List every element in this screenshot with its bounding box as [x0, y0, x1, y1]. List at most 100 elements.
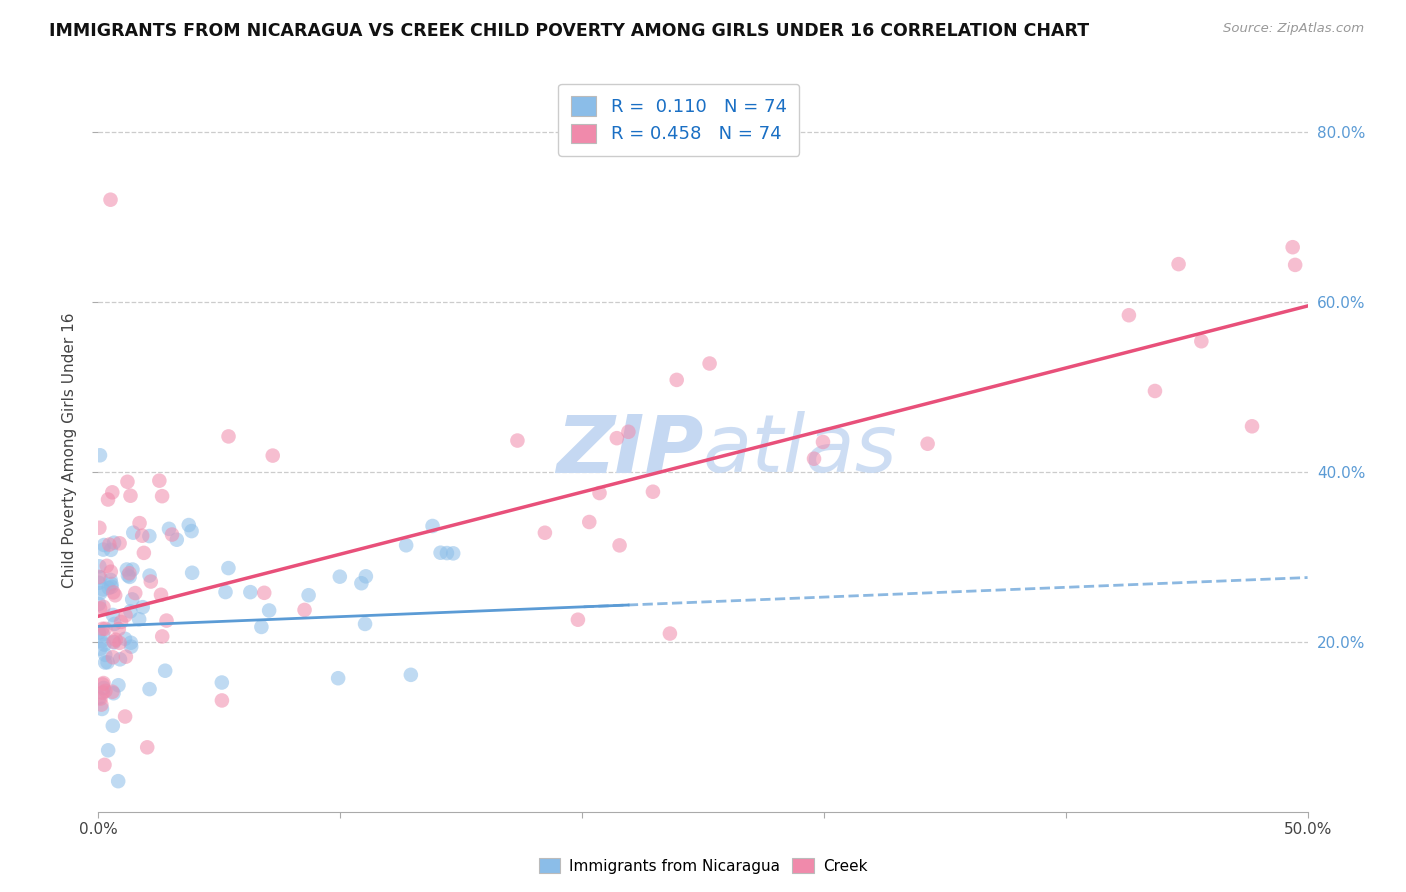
Point — [101, 607, 124, 622]
Point — [93, 676, 115, 690]
Point — [506, 434, 529, 448]
Point — [441, 546, 464, 560]
Point — [217, 561, 239, 575]
Point — [329, 569, 352, 583]
Point — [354, 616, 377, 631]
Point — [354, 569, 377, 583]
Point — [93, 681, 115, 695]
Point — [297, 588, 319, 602]
Point — [211, 675, 233, 690]
Point — [131, 600, 153, 615]
Point — [94, 648, 117, 662]
Point — [93, 538, 115, 552]
Point — [139, 574, 162, 589]
Point — [91, 677, 114, 691]
Point — [211, 693, 233, 707]
Point — [150, 629, 173, 643]
Point — [118, 570, 141, 584]
Point — [87, 625, 110, 640]
Point — [87, 575, 110, 590]
Legend: R =  0.110   N = 74, R = 0.458   N = 74: R = 0.110 N = 74, R = 0.458 N = 74 — [558, 84, 800, 156]
Point — [120, 604, 142, 618]
Point — [326, 671, 349, 685]
Point — [97, 743, 120, 757]
Point — [91, 622, 114, 636]
Point — [395, 538, 418, 552]
Point — [218, 429, 240, 443]
Point — [91, 542, 114, 557]
Point — [100, 580, 122, 594]
Point — [101, 685, 124, 699]
Point — [89, 521, 111, 535]
Point — [93, 599, 115, 614]
Point — [567, 613, 589, 627]
Point — [87, 570, 110, 584]
Point — [103, 634, 125, 648]
Point — [100, 565, 122, 579]
Point — [114, 709, 136, 723]
Point — [122, 525, 145, 540]
Point — [103, 686, 125, 700]
Point — [120, 489, 142, 503]
Point — [160, 527, 183, 541]
Point — [136, 740, 159, 755]
Point — [98, 538, 121, 552]
Point — [153, 664, 176, 678]
Point — [811, 434, 834, 449]
Point — [128, 516, 150, 530]
Point — [699, 357, 721, 371]
Point — [917, 436, 939, 450]
Point — [97, 581, 120, 595]
Point — [93, 638, 115, 652]
Point — [138, 682, 160, 697]
Point — [1240, 419, 1263, 434]
Point — [665, 373, 688, 387]
Point — [422, 519, 444, 533]
Point — [101, 650, 124, 665]
Point — [101, 719, 124, 733]
Point — [89, 690, 111, 705]
Point — [181, 566, 204, 580]
Point — [89, 448, 111, 462]
Point — [239, 585, 262, 599]
Point — [180, 524, 202, 538]
Point — [97, 655, 120, 669]
Point — [107, 678, 129, 692]
Point — [148, 474, 170, 488]
Point — [609, 538, 631, 552]
Point — [250, 620, 273, 634]
Point — [91, 627, 114, 641]
Point — [89, 641, 111, 656]
Point — [104, 632, 127, 647]
Point — [100, 193, 122, 207]
Point — [578, 515, 600, 529]
Text: ZIP: ZIP — [555, 411, 703, 490]
Point — [617, 425, 640, 439]
Point — [115, 562, 138, 576]
Point — [94, 622, 117, 636]
Text: Source: ZipAtlas.com: Source: ZipAtlas.com — [1223, 22, 1364, 36]
Point — [803, 451, 825, 466]
Point — [107, 622, 129, 636]
Point — [294, 603, 316, 617]
Point — [103, 585, 125, 599]
Point — [1143, 384, 1166, 398]
Point — [257, 603, 280, 617]
Point — [89, 601, 111, 615]
Point — [606, 431, 628, 445]
Point — [1118, 308, 1140, 322]
Point — [100, 577, 122, 591]
Point — [91, 582, 114, 597]
Point — [103, 616, 125, 631]
Point — [253, 586, 276, 600]
Point — [150, 588, 173, 602]
Point — [103, 535, 125, 549]
Point — [90, 634, 112, 648]
Text: atlas: atlas — [703, 411, 898, 490]
Point — [150, 489, 173, 503]
Point — [117, 568, 139, 582]
Point — [115, 649, 138, 664]
Point — [155, 614, 177, 628]
Point — [350, 576, 373, 591]
Point — [1281, 240, 1303, 254]
